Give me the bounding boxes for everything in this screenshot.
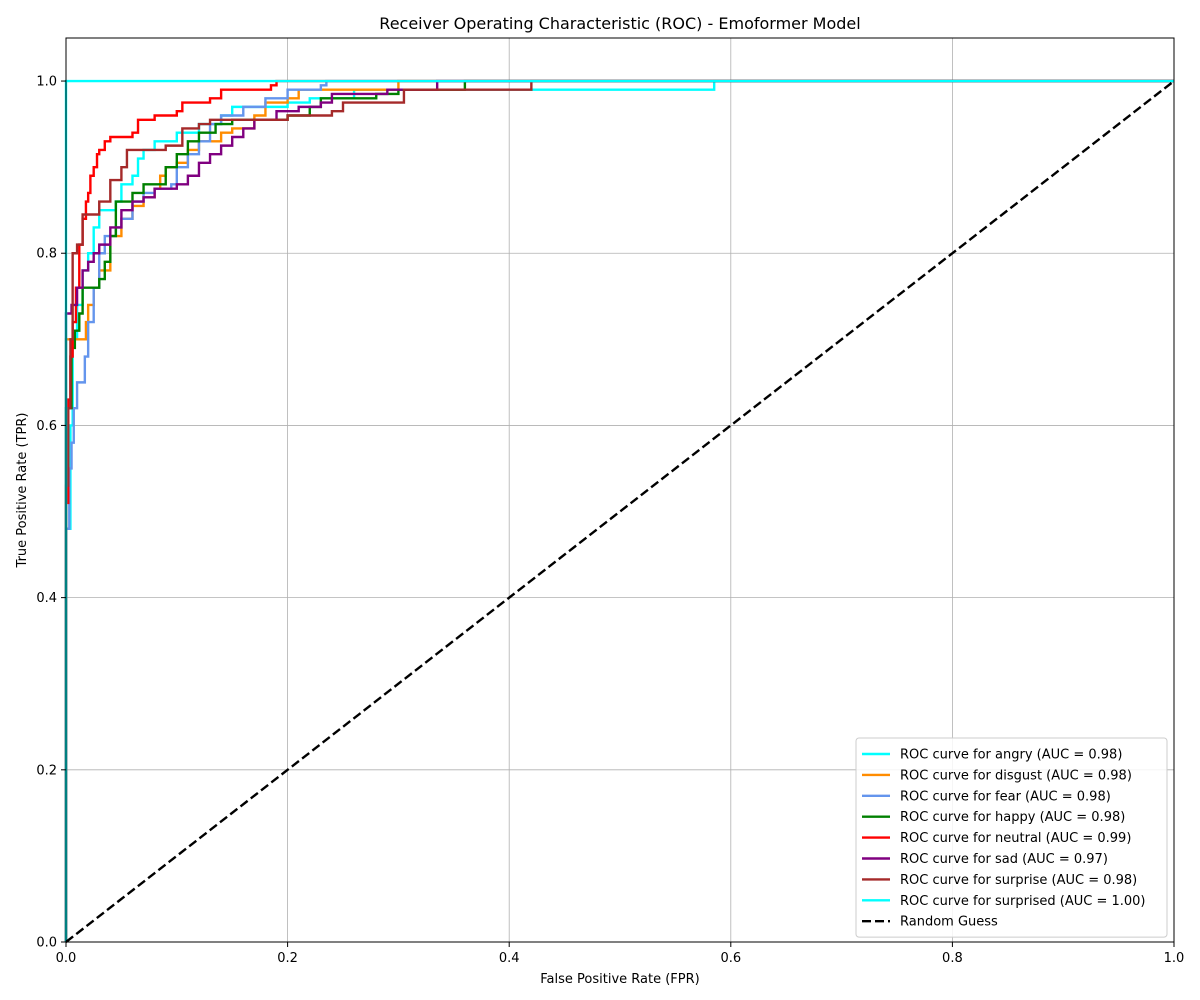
legend-entry: ROC curve for surprised (AUC = 1.00)	[900, 894, 1146, 909]
legend-entry: ROC curve for fear (AUC = 0.98)	[900, 789, 1111, 804]
series-line	[64, 79, 1174, 942]
legend-entry: ROC curve for disgust (AUC = 0.98)	[900, 768, 1132, 783]
y-tick-label: 0.6	[36, 419, 57, 434]
y-axis-label: True Positive Rate (TPR)	[15, 413, 30, 569]
series-line	[64, 79, 1174, 942]
legend-box	[855, 737, 1168, 938]
curves	[64, 79, 1175, 943]
legend: ROC curve for angry (AUC = 0.98) ROC curv…	[855, 737, 1168, 938]
y-axis-ticks: 0.0 0.2 0.4 0.6 0.8 1.0	[36, 75, 66, 951]
y-tick-label: 0.0	[36, 936, 57, 951]
legend-entry: ROC curve for happy (AUC = 0.98)	[900, 810, 1125, 825]
x-tick-label: 0.0	[56, 951, 77, 966]
plot-frame	[65, 37, 1175, 943]
chart-title: Receiver Operating Characteristic (ROC) …	[379, 14, 860, 33]
legend-entry: ROC curve for neutral (AUC = 0.99)	[900, 831, 1131, 846]
series-line	[64, 79, 1174, 942]
legend-entry: ROC curve for angry (AUC = 0.98)	[900, 748, 1122, 763]
y-tick-label: 0.8	[36, 247, 57, 262]
x-axis-ticks: 0.0 0.2 0.4 0.6 0.8 1.0	[56, 942, 1185, 966]
legend-entry: ROC curve for sad (AUC = 0.97)	[900, 852, 1108, 867]
x-tick-label: 0.8	[942, 951, 963, 966]
y-tick-label: 1.0	[36, 75, 57, 90]
y-tick-label: 0.2	[36, 763, 57, 778]
legend-entry: ROC curve for surprise (AUC = 0.98)	[900, 873, 1137, 888]
x-tick-label: 0.6	[720, 951, 741, 966]
x-axis-label: False Positive Rate (FPR)	[540, 972, 699, 987]
legend-entry: Random Guess	[900, 915, 998, 930]
x-tick-label: 0.4	[499, 951, 520, 966]
x-tick-label: 1.0	[1164, 951, 1185, 966]
series-line	[64, 79, 1174, 942]
series-line	[64, 79, 1174, 942]
y-tick-label: 0.4	[36, 591, 57, 606]
x-tick-label: 0.2	[277, 951, 298, 966]
